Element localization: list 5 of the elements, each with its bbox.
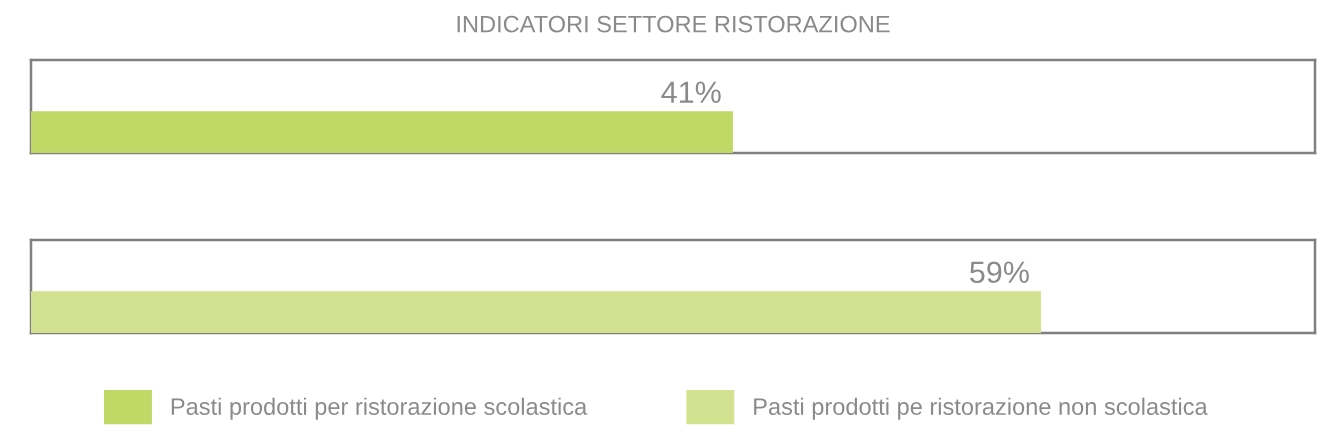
data-label: 41% — [661, 81, 721, 103]
data-label: 59% — [970, 261, 1029, 284]
legend-label: Pasti prodotti per ristorazione scolastica — [171, 397, 588, 420]
legend-label: Pasti prodotti pe ristorazione non scolastica — [754, 397, 1208, 420]
chart-title: INDICATORI SETTORE RISTORAZIONE — [457, 15, 890, 33]
